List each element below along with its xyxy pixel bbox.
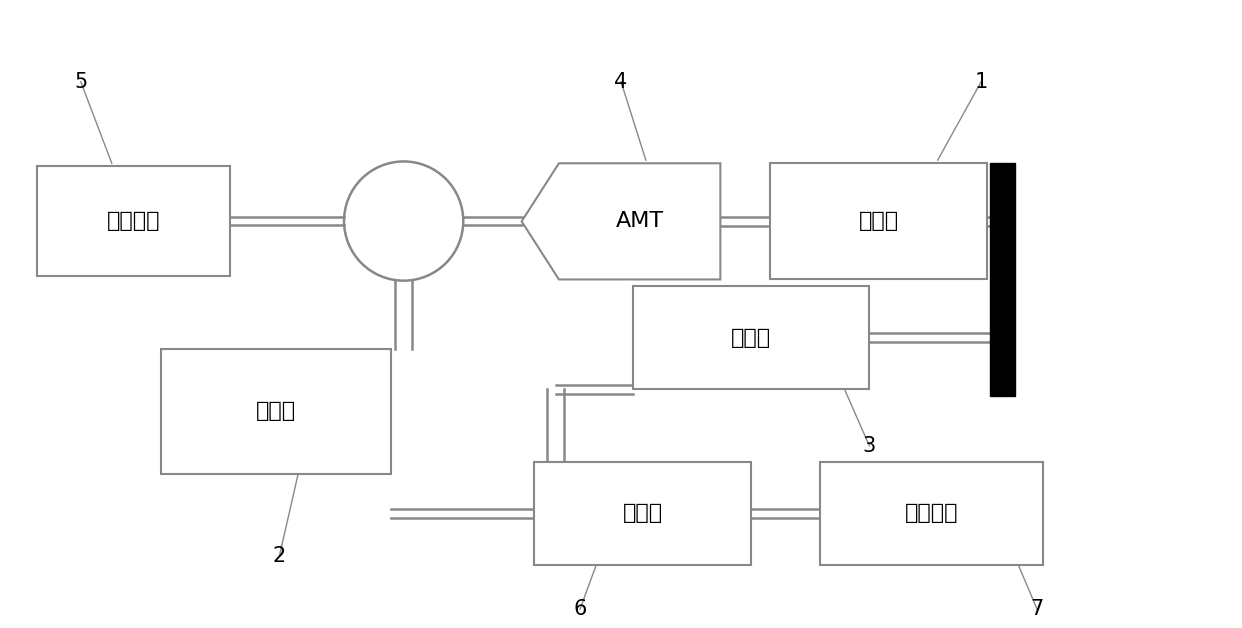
Text: 4: 4	[615, 72, 627, 92]
Text: 7: 7	[1031, 599, 1043, 619]
Text: 动力电池: 动力电池	[904, 504, 959, 523]
Polygon shape	[522, 163, 720, 279]
Text: 6: 6	[574, 599, 586, 619]
FancyBboxPatch shape	[534, 462, 751, 565]
Text: 主减速器: 主减速器	[107, 212, 160, 231]
Text: 主电机: 主电机	[256, 401, 297, 421]
Text: 发动机: 发动机	[858, 212, 899, 231]
FancyBboxPatch shape	[633, 286, 869, 389]
FancyBboxPatch shape	[770, 163, 987, 279]
Text: 1: 1	[975, 72, 987, 92]
Text: 逆变器: 逆变器	[622, 504, 663, 523]
Text: 3: 3	[863, 436, 876, 456]
Bar	[990, 163, 1015, 396]
Text: AMT: AMT	[616, 212, 663, 231]
Text: 2: 2	[273, 546, 286, 566]
FancyBboxPatch shape	[820, 462, 1043, 565]
Text: 5: 5	[75, 72, 87, 92]
FancyBboxPatch shape	[37, 166, 230, 276]
FancyBboxPatch shape	[161, 349, 391, 474]
Text: 副电机: 副电机	[732, 328, 771, 347]
